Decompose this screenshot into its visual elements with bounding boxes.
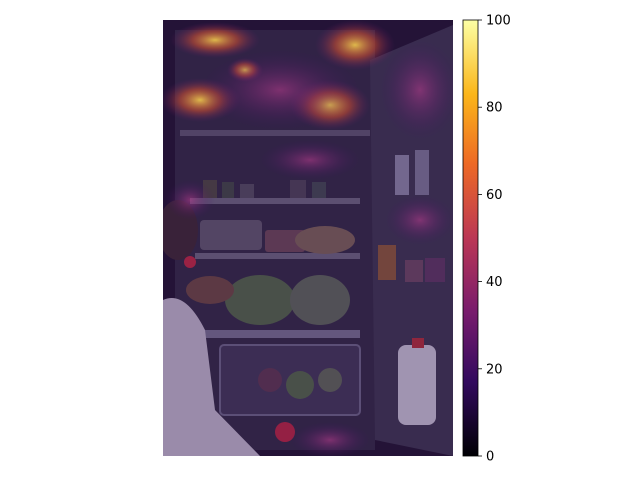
bottle-cap: [412, 338, 424, 348]
shelf: [180, 130, 370, 136]
shelf: [200, 330, 360, 338]
heatmap-warm: [380, 40, 453, 140]
door-jar: [395, 155, 409, 195]
jar: [290, 180, 306, 198]
shelf: [195, 253, 360, 259]
heatmap-hotspot: [170, 22, 260, 58]
colorbar-gradient: [462, 19, 479, 457]
colorbar-tick-label: 20: [486, 362, 503, 377]
heatmap-warm: [200, 50, 360, 130]
door-jar: [415, 150, 429, 195]
produce: [318, 368, 342, 392]
colorbar-tick-label: 60: [486, 188, 503, 203]
food-container: [200, 220, 262, 250]
colorbar: 0 20 40 60 80 100: [462, 14, 511, 465]
strawberry: [184, 256, 196, 268]
produce: [258, 368, 282, 392]
photo-with-heatmap: [163, 20, 453, 456]
jar: [240, 184, 254, 198]
strawberry: [275, 422, 295, 442]
person-body: [163, 298, 260, 456]
heatmap-hotspot: [315, 20, 395, 70]
colorbar-tick-label: 80: [486, 101, 503, 116]
milk-bottle: [398, 345, 436, 425]
colorbar-ticks: 0 20 40 60 80 100: [478, 14, 511, 465]
heatmap-warm: [260, 140, 360, 180]
food-container: [265, 230, 305, 252]
door-jar: [405, 260, 423, 282]
heatmap-warm: [290, 422, 370, 456]
colorbar-tick-label: 0: [486, 450, 494, 465]
jar: [312, 182, 326, 198]
produce: [286, 371, 314, 399]
food-bowl: [295, 226, 355, 254]
colorbar-tick-label: 100: [486, 14, 511, 29]
jar: [222, 182, 234, 198]
door-jar: [425, 258, 445, 282]
door-bottle: [378, 245, 396, 280]
heatmap-warm: [165, 180, 215, 220]
shelf: [190, 198, 360, 204]
basket: [186, 276, 234, 304]
vegetables: [225, 275, 295, 325]
vegetables: [290, 275, 350, 325]
heatmap-warm: [385, 195, 453, 245]
colorbar-tick-label: 40: [486, 275, 503, 290]
